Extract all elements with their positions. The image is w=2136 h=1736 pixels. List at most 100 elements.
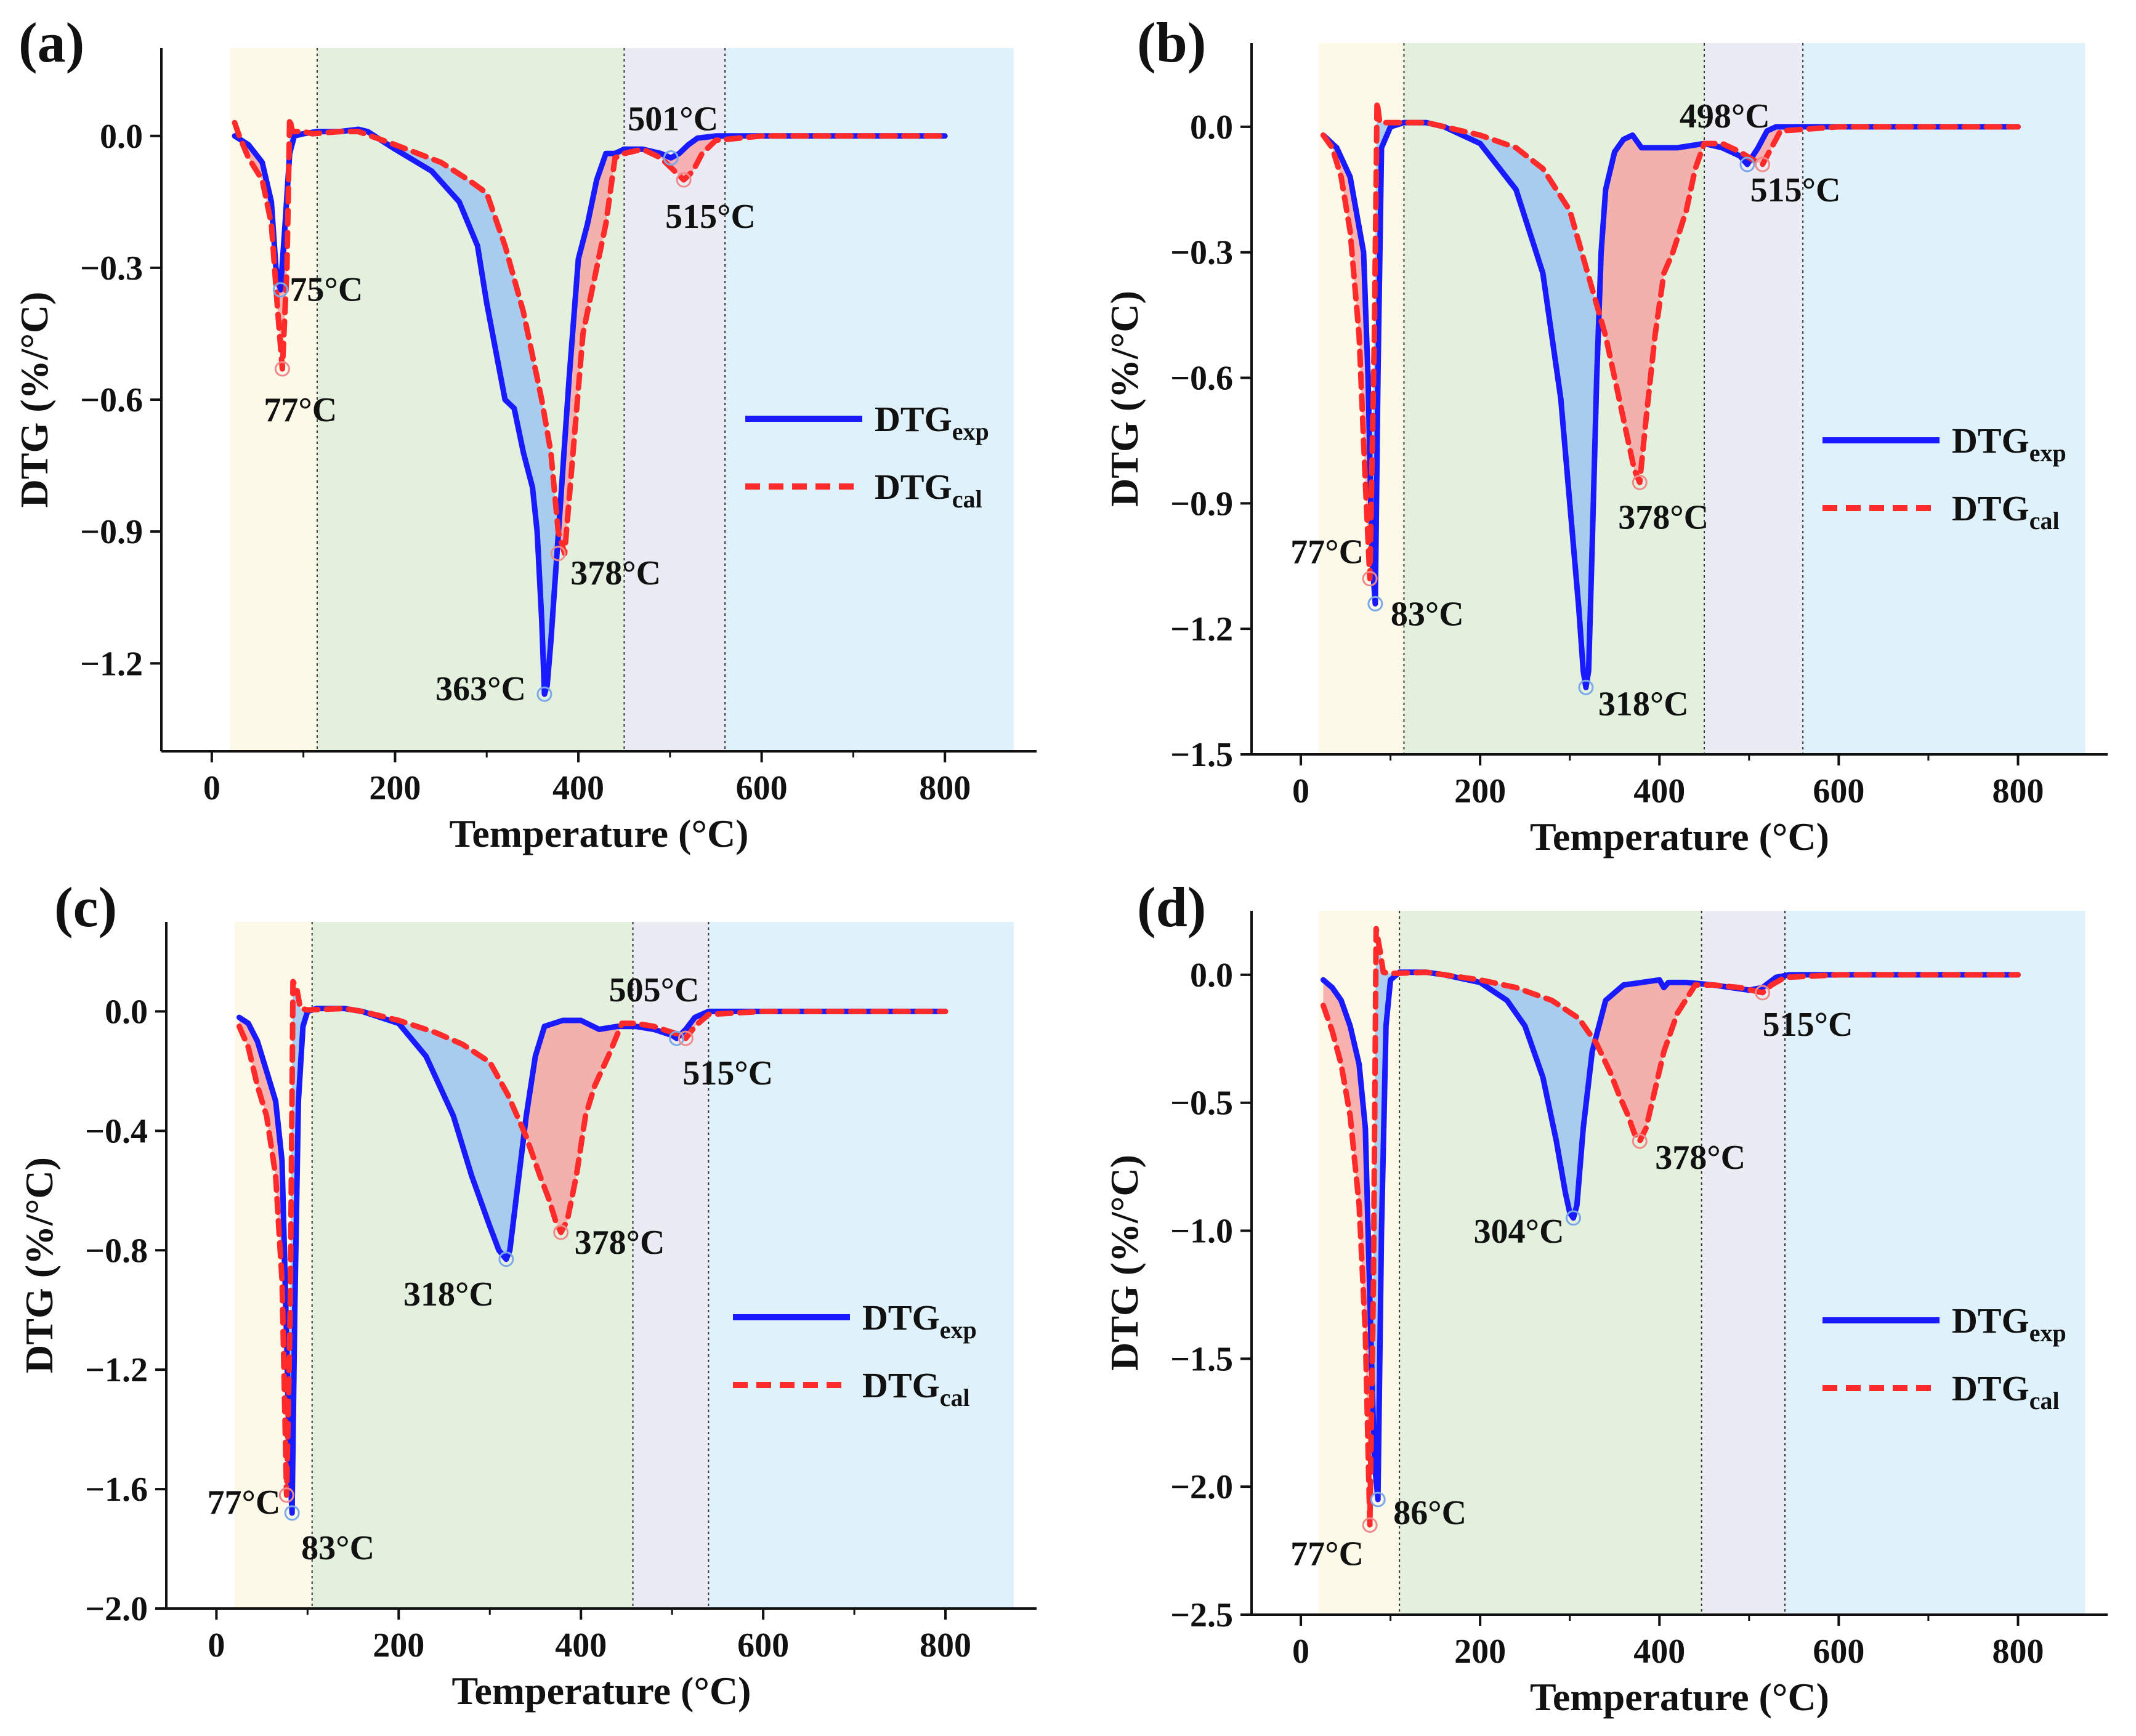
panel-label-d: (d) (1137, 876, 1206, 939)
y-tick-label: 0.0 (1190, 108, 1233, 147)
y-tick-label: −0.6 (80, 381, 143, 419)
peak-label: 75°C (289, 271, 363, 309)
peak-label: 77°C (1290, 1535, 1364, 1573)
x-tick-label: 200 (1454, 772, 1506, 810)
x-tick-label: 200 (373, 1626, 424, 1665)
stage-region-4 (1785, 911, 2085, 1615)
y-tick-label: −2.0 (85, 1590, 148, 1628)
y-tick-label: 0.0 (100, 118, 143, 156)
y-tick-label: −2.5 (1170, 1596, 1233, 1634)
legend-sub-cal: cal (952, 485, 982, 513)
peak-marker (1578, 679, 1594, 695)
peak-label: 304°C (1474, 1213, 1564, 1251)
x-tick-label: 800 (1992, 772, 2044, 810)
x-tick-label: 0 (208, 1626, 225, 1665)
peak-label: 498°C (1680, 97, 1770, 135)
series-line-dtg-cal (236, 979, 949, 1498)
plot-area-b: 0 200 400 600 800 0.0 −0.3 −0.6 −0.9 −1.2 −1.5 Temp… (1102, 43, 2108, 858)
peak-label: 505°C (609, 971, 700, 1009)
plot-area-c: 0 200 400 600 800 0.0 −0.4 −0.8 −1.2 −1.6 −2.0 Temp… (17, 922, 1037, 1713)
peak-marker (676, 172, 692, 188)
x-tick-label: 800 (920, 1626, 971, 1665)
exp-deeper-fill (1444, 126, 1599, 688)
y-tick-label: −1.5 (1170, 736, 1233, 774)
peak-label: 318°C (403, 1275, 494, 1314)
peak-label: 77°C (1290, 533, 1364, 571)
peak-label: 363°C (435, 670, 526, 708)
y-tick-label: −0.9 (1170, 485, 1233, 523)
panel-d: 0 200 400 600 800 0.0 −0.5 −1.0 −1.5 −2.0 −2.5 Temp… (1102, 876, 2108, 1719)
x-tick-label: 400 (1633, 772, 1685, 810)
legend-sub-cal: cal (2029, 507, 2060, 535)
x-tick-label: 800 (919, 769, 971, 807)
peak-marker (1632, 1133, 1648, 1149)
x-tick-label: 0 (1292, 1633, 1309, 1671)
x-tick-label: 600 (737, 1626, 789, 1665)
peak-marker (1739, 156, 1755, 172)
peak-marker (1370, 1492, 1386, 1508)
cal-deeper-fill (1323, 980, 1372, 1525)
stage-region-4 (725, 48, 1014, 751)
cal-deeper-fill (1750, 126, 2018, 165)
peak-marker (1362, 1517, 1378, 1533)
y-tick-label: −1.0 (1170, 1213, 1233, 1251)
panel-label-a: (a) (18, 11, 84, 74)
peak-marker (1755, 156, 1771, 172)
peak-label: 378°C (1655, 1139, 1746, 1177)
x-tick-label: 400 (1633, 1633, 1685, 1671)
legend-sub-cal: cal (2029, 1387, 2060, 1415)
y-tick-label: −0.3 (80, 249, 143, 288)
x-tick-label: 600 (1813, 772, 1864, 810)
peak-marker (272, 282, 288, 298)
x-tick-label: 600 (1813, 1633, 1864, 1671)
panel-c: 0 200 400 600 800 0.0 −0.4 −0.8 −1.2 −1.6 −2.0 Temp… (17, 876, 1037, 1713)
legend-sub-exp: exp (952, 418, 989, 445)
y-tick-label: −1.2 (80, 645, 143, 683)
y-axis-title: DTG (%/°C) (1102, 291, 1146, 507)
y-tick-label: 0.0 (105, 993, 148, 1031)
peak-label: 318°C (1598, 685, 1689, 723)
legend-sub-exp: exp (2029, 439, 2066, 467)
cal-deeper-fill (1598, 135, 1705, 483)
y-axis-title: DTG (%/°C) (17, 1157, 61, 1373)
x-tick-label: 600 (736, 769, 788, 807)
cal-deeper-fill (1323, 135, 1371, 579)
plot-area-a: 0 200 400 600 800 0.0 −0.3 −0.6 −0.9 −1.2 Temperat… (12, 48, 1037, 855)
stage-region-4 (1803, 43, 2085, 754)
peak-label: 515°C (682, 1054, 773, 1092)
cal-deeper-fill (239, 1017, 288, 1495)
peak-label: 378°C (1618, 498, 1709, 536)
x-tick-label: 200 (1454, 1633, 1506, 1671)
stage-region-4 (708, 922, 1014, 1609)
x-tick-label: 0 (203, 769, 220, 807)
x-axis-title: Temperature (°C) (452, 1669, 751, 1713)
y-tick-label: −1.6 (85, 1471, 148, 1509)
series-line-dtg-cal (1320, 99, 2021, 582)
peak-label: 83°C (1391, 595, 1464, 633)
peak-marker (678, 1030, 694, 1046)
y-tick-label: 0.0 (1190, 956, 1233, 995)
x-tick-label: 0 (1292, 772, 1309, 810)
panel-b: 0 200 400 600 800 0.0 −0.3 −0.6 −0.9 −1.2 −1.5 Temp… (1102, 11, 2108, 858)
legend-sub-exp: exp (2029, 1319, 2066, 1347)
y-tick-label: −0.9 (80, 513, 143, 551)
stage-region-1 (230, 48, 317, 751)
peak-label: 501°C (628, 100, 718, 138)
y-axis-title: DTG (%/°C) (1102, 1155, 1146, 1371)
peak-label: 86°C (1393, 1494, 1466, 1532)
series-group (1320, 926, 2021, 1528)
stage-region-3 (1701, 911, 1786, 1615)
peak-marker (498, 1251, 514, 1267)
peak-marker (669, 1030, 685, 1046)
peak-marker (1362, 571, 1378, 587)
x-axis-title: Temperature (°C) (1530, 815, 1829, 858)
peak-marker (1566, 1210, 1582, 1226)
plot-area-d: 0 200 400 600 800 0.0 −0.5 −1.0 −1.5 −2.0 −2.5 Temp… (1102, 911, 2108, 1719)
y-tick-label: −2.0 (1170, 1468, 1233, 1506)
peak-marker (1632, 474, 1648, 490)
y-tick-label: −0.6 (1170, 360, 1233, 398)
legend-label-cal: DTGcal (1952, 488, 2060, 535)
